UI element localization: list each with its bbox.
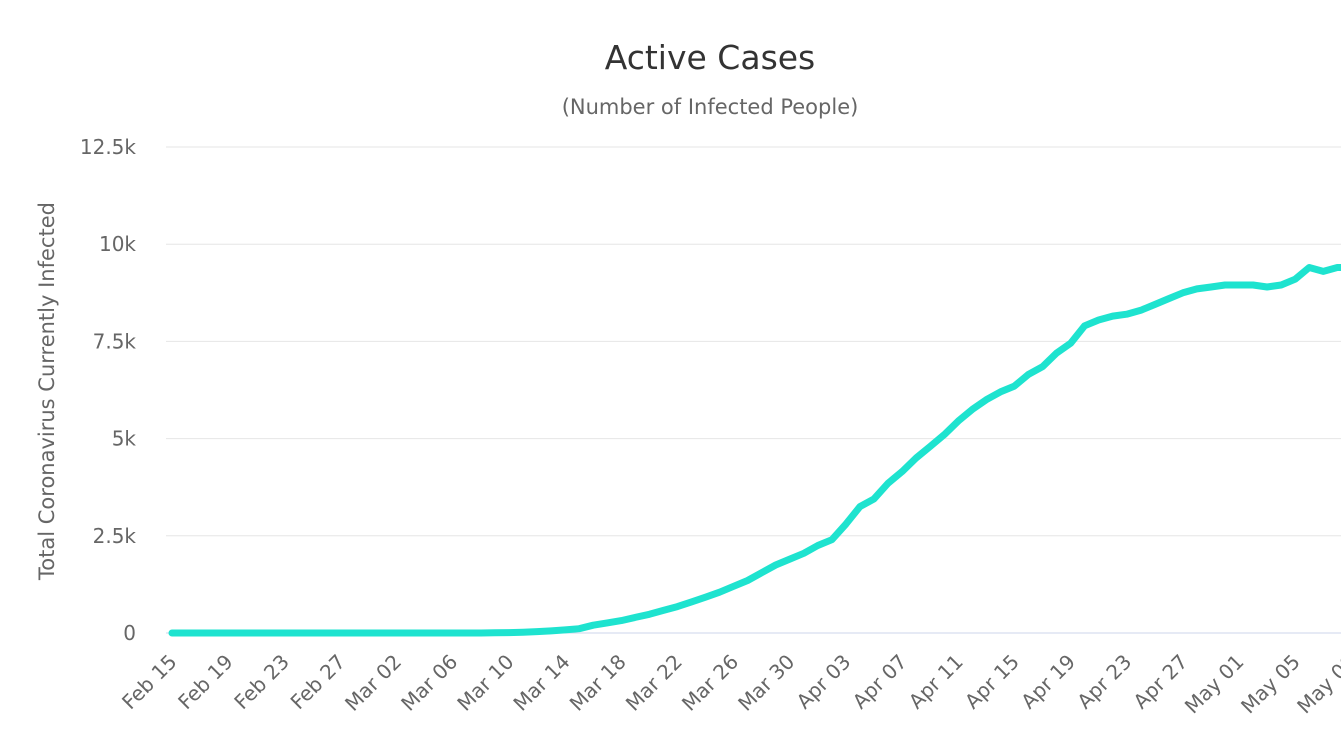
x-tick-label: Apr 07 xyxy=(848,650,912,714)
y-tick-label: 0 xyxy=(123,621,136,645)
x-tick-label: Feb 19 xyxy=(173,650,238,715)
x-tick-label: Mar 18 xyxy=(565,650,631,716)
y-tick-label: 5k xyxy=(112,427,137,451)
x-tick-label: Mar 22 xyxy=(621,650,687,716)
x-tick-label: May 09 xyxy=(1292,650,1341,719)
y-tick-label: 2.5k xyxy=(93,524,137,548)
x-tick-label: May 01 xyxy=(1180,650,1249,719)
series-layer xyxy=(168,264,1341,637)
chart-subtitle: (Number of Infected People) xyxy=(561,95,859,119)
y-axis-title: Total Coronavirus Currently Infected xyxy=(35,202,59,581)
x-tick-label: Mar 26 xyxy=(677,650,743,716)
series-line xyxy=(168,264,1341,637)
x-tick-label: Apr 23 xyxy=(1072,650,1136,714)
gridlines xyxy=(166,146,1341,634)
x-tick-label: Apr 11 xyxy=(904,650,968,714)
x-tick-label: Feb 27 xyxy=(286,650,351,715)
x-tick-label: Feb 15 xyxy=(117,650,182,715)
x-tick-label: Apr 03 xyxy=(792,650,856,714)
y-tick-label: 7.5k xyxy=(93,329,137,353)
y-axis-tick-labels: 0 2.5k 5k 7.5k 10k 12.5k xyxy=(80,135,137,645)
x-tick-label: Mar 10 xyxy=(452,650,518,716)
x-tick-label: Mar 30 xyxy=(733,650,799,716)
x-tick-label: Mar 06 xyxy=(396,650,462,716)
y-tick-label: 12.5k xyxy=(80,135,137,159)
x-tick-label: Apr 15 xyxy=(960,650,1024,714)
x-tick-label: May 05 xyxy=(1236,650,1305,719)
chart-title: Active Cases xyxy=(604,38,816,77)
x-tick-label: Feb 23 xyxy=(229,650,294,715)
x-tick-label: Mar 14 xyxy=(509,650,575,716)
x-tick-label: Mar 02 xyxy=(340,650,406,716)
y-tick-label: 10k xyxy=(99,232,136,256)
x-tick-label: Apr 19 xyxy=(1016,650,1080,714)
